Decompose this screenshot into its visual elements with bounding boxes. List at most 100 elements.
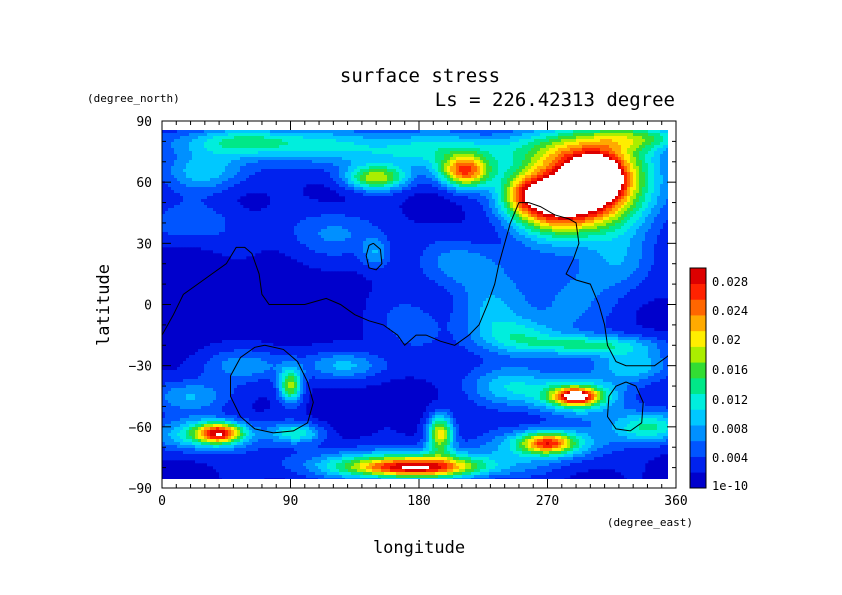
field-cell (621, 196, 625, 200)
field-cell (333, 136, 337, 140)
field-cell (591, 220, 595, 224)
field-cell (480, 184, 484, 188)
field-cell (648, 217, 652, 221)
field-cell (297, 166, 301, 170)
field-cell (279, 157, 283, 161)
field-cell (261, 172, 265, 176)
field-cell (366, 139, 370, 143)
field-cell (621, 151, 625, 155)
field-cell (357, 136, 361, 140)
field-cell (525, 196, 529, 200)
field-cell (543, 202, 547, 206)
field-cell (165, 193, 169, 197)
field-cell (570, 196, 574, 200)
field-cell (486, 154, 490, 158)
field-cell (174, 130, 178, 134)
field-cell (402, 163, 406, 167)
field-cell (342, 184, 346, 188)
field-cell (543, 181, 547, 185)
field-cell (258, 211, 262, 215)
field-cell (426, 181, 430, 185)
field-cell (597, 136, 601, 140)
field-cell (258, 148, 262, 152)
field-cell (339, 175, 343, 179)
field-cell (399, 142, 403, 146)
field-cell (195, 133, 199, 137)
field-cell (552, 169, 556, 173)
field-cell (612, 178, 616, 182)
field-cell (456, 190, 460, 194)
field-cell (378, 211, 382, 215)
field-cell (354, 154, 358, 158)
field-cell (291, 175, 295, 179)
field-cell (420, 148, 424, 152)
field-cell (534, 151, 538, 155)
field-cell (612, 190, 616, 194)
field-cell (333, 217, 337, 221)
field-cell (285, 181, 289, 185)
field-cell (495, 208, 499, 212)
field-cell (165, 208, 169, 212)
field-cell (546, 193, 550, 197)
field-cell (252, 187, 256, 191)
field-cell (231, 220, 235, 224)
field-cell (276, 181, 280, 185)
field-cell (504, 175, 508, 179)
field-cell (624, 211, 628, 215)
field-cell (399, 220, 403, 224)
field-cell (309, 211, 313, 215)
field-cell (324, 178, 328, 182)
field-cell (288, 130, 292, 134)
field-cell (513, 133, 517, 137)
field-cell (531, 148, 535, 152)
field-cell (240, 190, 244, 194)
field-cell (228, 187, 232, 191)
field-cell (345, 181, 349, 185)
field-cell (525, 190, 529, 194)
field-cell (561, 187, 565, 191)
field-cell (186, 211, 190, 215)
field-cell (312, 169, 316, 173)
field-cell (375, 163, 379, 167)
field-cell (600, 220, 604, 224)
field-cell (267, 145, 271, 149)
field-cell (645, 139, 649, 143)
field-cell (165, 166, 169, 170)
field-cell (471, 163, 475, 167)
field-cell (315, 172, 319, 176)
field-cell (603, 166, 607, 170)
field-cell (570, 184, 574, 188)
field-cell (480, 196, 484, 200)
field-cell (540, 202, 544, 206)
field-cell (462, 151, 466, 155)
field-cell (489, 163, 493, 167)
field-cell (387, 187, 391, 191)
field-cell (312, 205, 316, 209)
field-cell (327, 172, 331, 176)
field-cell (648, 139, 652, 143)
field-cell (564, 184, 568, 188)
field-cell (189, 139, 193, 143)
field-cell (579, 199, 583, 203)
field-cell (471, 175, 475, 179)
field-cell (285, 163, 289, 167)
field-cell (666, 151, 668, 155)
field-cell (357, 163, 361, 167)
field-cell (375, 199, 379, 203)
field-cell (492, 184, 496, 188)
field-cell (252, 154, 256, 158)
field-cell (501, 163, 505, 167)
field-cell (378, 214, 382, 218)
field-cell (330, 208, 334, 212)
field-cell (510, 187, 514, 191)
field-cell (183, 142, 187, 146)
field-cell (174, 151, 178, 155)
field-cell (303, 169, 307, 173)
field-cell (189, 208, 193, 212)
field-cell (456, 181, 460, 185)
field-cell (621, 172, 625, 176)
field-cell (228, 148, 232, 152)
field-cell (342, 187, 346, 191)
field-cell (252, 184, 256, 188)
field-cell (534, 178, 538, 182)
